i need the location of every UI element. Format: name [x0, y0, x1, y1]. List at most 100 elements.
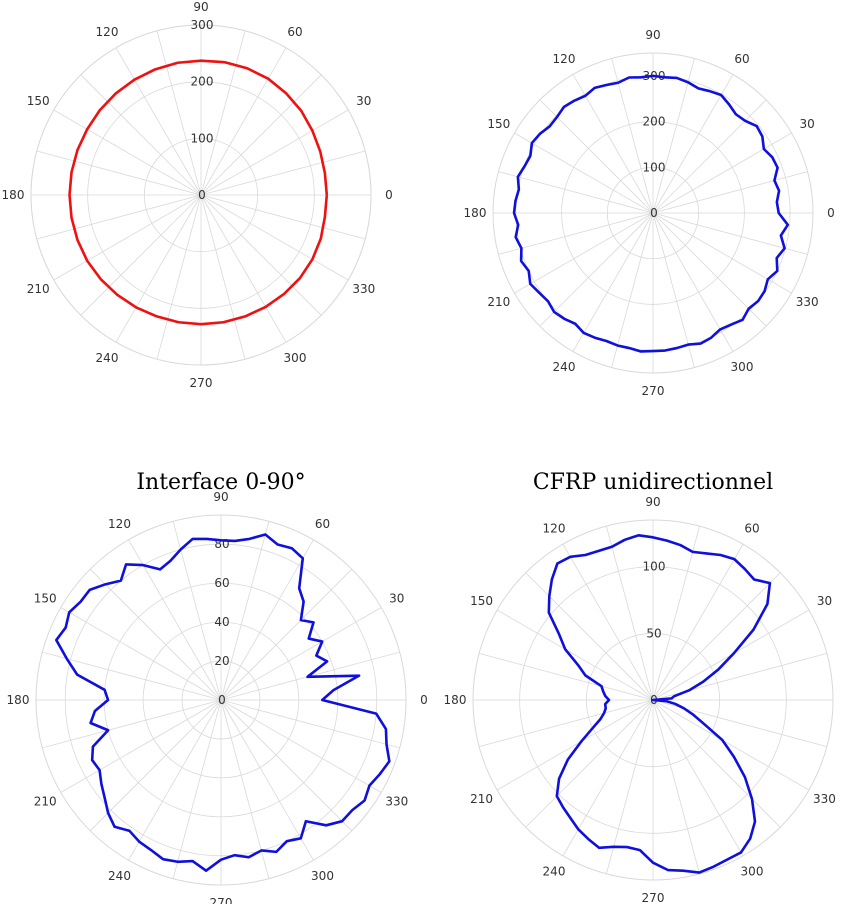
angle-tick-label: 30	[800, 117, 815, 131]
spoke-line	[652, 699, 810, 791]
spoke-line	[611, 58, 654, 214]
spoke-line	[220, 607, 382, 701]
spoke-line	[220, 699, 400, 749]
spoke-line	[115, 194, 202, 343]
angle-tick-label: 240	[543, 864, 566, 878]
spoke-line	[115, 47, 202, 196]
angle-tick-label: 210	[487, 295, 510, 309]
spoke-line	[652, 212, 734, 352]
spoke-line	[53, 109, 202, 196]
spoke-line	[220, 699, 314, 861]
angle-tick-label: 60	[315, 517, 330, 531]
spoke-line	[200, 74, 322, 196]
outer-ring	[35, 514, 407, 886]
spoke-line	[539, 99, 654, 214]
angle-tick-label: 330	[385, 795, 408, 809]
radial-tick-label: 0	[650, 206, 658, 220]
spoke-line	[652, 58, 695, 214]
angle-tick-label: 210	[34, 795, 57, 809]
spoke-line	[652, 74, 734, 214]
angle-tick-label: 330	[352, 282, 375, 296]
spoke-line	[514, 212, 654, 294]
spoke-line	[200, 194, 246, 360]
polar-panel-1: 0 30 60 90 120 150 180 210 240 270 300 330 0 100 200 30…	[2, 0, 393, 390]
spoke-line	[539, 212, 654, 327]
angle-tick-label: 30	[389, 592, 404, 606]
spoke-line	[652, 572, 781, 701]
radial-tick-label: 200	[643, 115, 666, 129]
spoke-line	[652, 171, 808, 214]
series-line	[547, 534, 772, 874]
angle-tick-label: 90	[645, 28, 660, 42]
spoke-line	[200, 150, 366, 196]
angle-tick-label: 180	[444, 693, 467, 707]
angle-tick-label: 180	[2, 188, 25, 202]
angle-tick-label: 30	[356, 94, 371, 108]
spoke-line	[80, 194, 202, 316]
spoke-line	[220, 699, 353, 832]
spoke-line	[514, 132, 654, 214]
spoke-line	[60, 699, 222, 793]
angle-tick-label: 270	[190, 376, 213, 390]
spoke-line	[652, 99, 767, 214]
angle-tick-label: 330	[796, 295, 819, 309]
spoke-line	[172, 521, 222, 701]
radial-ring	[87, 81, 315, 309]
spoke-line	[652, 132, 792, 214]
radial-ring	[143, 137, 259, 253]
polar-panel-2: 0306090120150180210240270300330010020030…	[464, 28, 835, 398]
panel-title: CFRP unidirectionnel	[533, 470, 773, 495]
spoke-line	[60, 607, 222, 701]
angle-tick-label: 120	[553, 52, 576, 66]
spoke-line	[496, 609, 654, 701]
spoke-line	[80, 74, 202, 196]
angle-tick-label: 90	[645, 495, 660, 509]
angle-tick-label: 150	[27, 94, 50, 108]
radial-ring	[142, 621, 300, 779]
radial-tick-label: 0	[218, 693, 226, 707]
spoke-line	[36, 150, 202, 196]
radial-ring	[585, 632, 721, 768]
radial-ring	[561, 121, 745, 305]
outer-ring	[492, 52, 814, 374]
spoke-line	[652, 699, 700, 874]
radial-ring	[606, 166, 700, 260]
spoke-line	[572, 212, 654, 352]
spoke-line	[652, 212, 767, 327]
spoke-line	[220, 521, 270, 701]
angle-tick-label: 0	[420, 693, 428, 707]
angle-tick-label: 300	[284, 351, 307, 365]
spoke-line	[200, 30, 246, 196]
angle-tick-label: 0	[827, 206, 835, 220]
spoke-line	[220, 699, 382, 793]
radial-tick-label: 300	[191, 18, 214, 32]
series-line	[68, 59, 329, 326]
spoke-line	[156, 194, 202, 360]
angle-tick-label: 60	[744, 522, 759, 536]
angle-tick-label: 30	[817, 594, 832, 608]
spoke-line	[200, 194, 287, 343]
radial-tick-label: 100	[643, 560, 666, 574]
panel-title: Interface 0-90°	[136, 470, 305, 495]
angle-tick-label: 270	[642, 891, 665, 904]
spoke-line	[652, 212, 808, 255]
spoke-line	[652, 699, 744, 857]
angle-tick-label: 150	[487, 117, 510, 131]
spoke-line	[200, 194, 322, 316]
angle-tick-label: 240	[553, 360, 576, 374]
radial-tick-label: 60	[214, 576, 229, 590]
angle-tick-label: 270	[210, 896, 233, 904]
spoke-line	[498, 171, 654, 214]
radial-tick-label: 40	[214, 615, 229, 629]
angle-tick-label: 300	[741, 864, 764, 878]
radial-ring	[64, 543, 378, 857]
outer-ring	[472, 519, 834, 881]
spoke-line	[220, 568, 353, 701]
spoke-line	[496, 699, 654, 791]
angle-tick-label: 0	[385, 188, 393, 202]
radial-tick-label: 100	[643, 160, 666, 174]
spoke-line	[479, 653, 654, 701]
angle-tick-label: 90	[193, 0, 208, 14]
angle-tick-label: 210	[27, 282, 50, 296]
